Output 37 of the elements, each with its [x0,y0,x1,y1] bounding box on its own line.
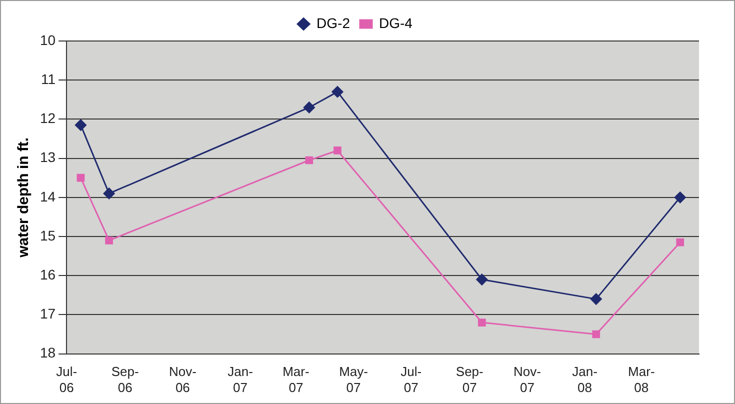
x-tick-label: Sep-06 [111,364,139,395]
y-tick-label: 18 [40,344,56,361]
y-tick-label: 10 [40,32,56,48]
y-tick-label: 13 [40,149,56,166]
point [305,156,314,164]
point [76,174,85,182]
x-tick-label: Jan-08 [572,364,598,395]
y-axis-title: water depth in ft. [15,137,32,258]
y-tick-label: 12 [40,110,56,126]
x-tick-label: Sep-07 [456,364,484,395]
x-tick-label: Jan-07 [228,364,253,395]
x-tick-label: Nov-06 [168,364,196,395]
point [332,86,344,98]
y-tick-label: 16 [40,266,56,282]
x-tick-label: Nov-07 [513,364,541,395]
point [74,119,86,131]
point [103,188,115,200]
legend-label: DG-4 [379,14,413,31]
y-tick-label: 14 [40,188,56,204]
y-tick-label: 17 [40,306,56,322]
point [478,318,486,326]
x-tick-label: Jul-06 [56,364,78,395]
point [676,238,684,246]
point [674,192,686,204]
x-tick-label: Jul-07 [400,364,422,395]
x-tick-label: Mar-07 [282,364,310,395]
point [303,102,315,114]
legend-label: DG-2 [316,14,350,31]
y-tick-label: 11 [41,70,56,87]
y-tick-label: 15 [40,227,56,244]
point [334,146,342,154]
point [590,293,602,305]
point [105,236,113,244]
point [476,274,488,286]
point [592,330,600,338]
x-tick-label: Mar-08 [628,364,655,395]
x-tick-label: May-07 [339,364,368,395]
